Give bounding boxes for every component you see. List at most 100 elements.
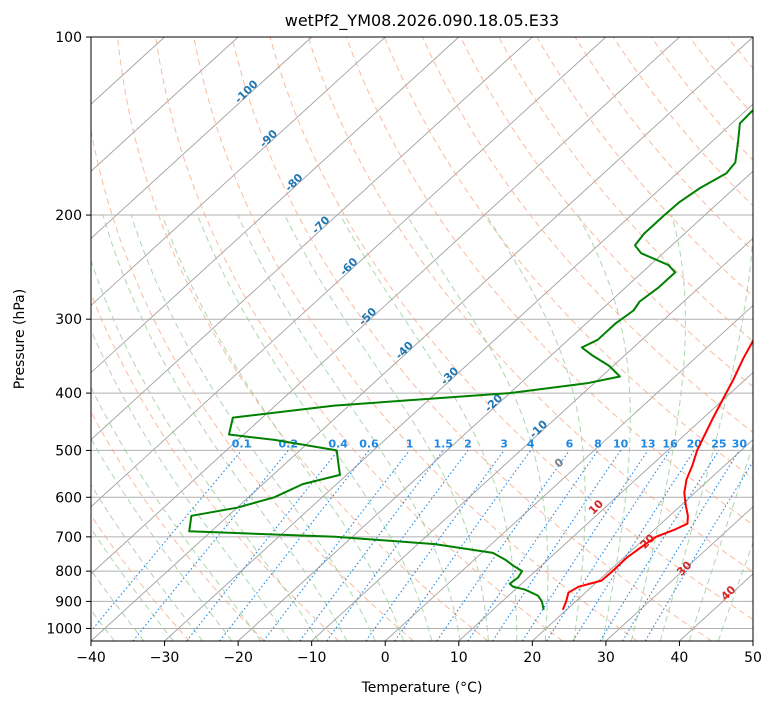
moist-adiabat-line — [91, 527, 174, 641]
isotherm-gridline — [384, 304, 753, 641]
moist-adiabat-line — [102, 214, 348, 641]
isotherm-gridline — [91, 37, 607, 508]
moist-adiabat-line — [688, 443, 753, 641]
dry-adiabat-line — [574, 37, 753, 252]
y-tick-label: 300 — [55, 312, 82, 328]
moist-adiabat-line — [91, 484, 204, 641]
isotherm-gridline — [458, 371, 753, 641]
isotherm-gridline — [752, 640, 753, 641]
mixing-ratio-line — [91, 450, 242, 632]
dry-adiabat-label: -50 — [356, 305, 379, 328]
moist-adiabat-line — [237, 214, 461, 641]
moist-adiabat-line — [659, 221, 753, 641]
mixing-ratio-label: 4 — [527, 437, 535, 450]
mixing-ratio-line — [326, 450, 469, 641]
x-tick-label: 30 — [597, 650, 615, 666]
mixing-ratio-label: 0.6 — [359, 437, 379, 450]
moist-adiabat-line — [161, 214, 405, 641]
dry-adiabat-line — [193, 37, 638, 641]
mixing-ratio-line — [467, 450, 599, 641]
x-tick-label: 10 — [450, 650, 468, 666]
isotherm-gridline — [164, 103, 753, 641]
dry-adiabat-line — [155, 37, 563, 641]
plot-frame — [90, 36, 754, 642]
mixing-ratio-label: 1.5 — [433, 437, 453, 450]
mixing-ratio-line — [219, 450, 370, 641]
mixing-ratio-line — [622, 450, 740, 641]
moist-adiabat-line — [130, 214, 376, 641]
mixing-ratio-label: 0.1 — [232, 437, 252, 450]
mixing-ratio-label: 25 — [711, 437, 726, 450]
dry-adiabat-line — [91, 410, 265, 641]
mixing-ratio-label: 10 — [613, 437, 629, 450]
dry-adiabat-label: -70 — [309, 213, 332, 236]
dry-adiabat-line — [307, 37, 753, 573]
x-tick-label: 20 — [523, 650, 541, 666]
dewpoint-profile-line — [188, 108, 753, 611]
dry-adiabat-line — [688, 37, 753, 116]
isotherm-gridline — [237, 170, 753, 641]
isotherm-gridline — [91, 37, 680, 575]
moist-adiabat-line — [91, 386, 262, 641]
x-tick-label: 0 — [381, 650, 390, 666]
mixing-ratio-label: 0.4 — [328, 437, 348, 450]
moist-adiabat-line — [630, 214, 686, 641]
isotherm-gridline — [91, 37, 386, 307]
dry-adiabat-line — [345, 37, 753, 526]
x-tick-label: 40 — [671, 650, 689, 666]
mixing-ratio-line — [492, 450, 622, 641]
moist-adiabat-line — [91, 259, 319, 641]
chart-title: wetPf2_YM08.2026.090.18.05.E33 — [285, 11, 559, 31]
mixing-ratio-line — [546, 450, 671, 641]
isotherm-gridline — [91, 37, 753, 641]
x-axis-label: Temperature (°C) — [361, 680, 483, 696]
moist-adiabat-line — [284, 214, 489, 641]
grid-layer: 0.1 0.2 0.4 0.6 1 1.5 2 3 4 6 8 10 13 16 20 25 30 36-100-… — [91, 37, 775, 641]
y-tick-label: 1000 — [46, 621, 82, 637]
mixing-ratio-label: 30 — [732, 437, 748, 450]
isotherm-gridline — [605, 506, 753, 641]
moist-adiabat-line — [339, 214, 518, 641]
y-tick-label: 900 — [55, 594, 82, 610]
mixing-ratio-label: 1 — [406, 437, 414, 450]
mixing-ratio-line — [572, 450, 695, 641]
y-tick-label: 400 — [55, 386, 82, 402]
tick-layer: −40 −30 −20 −10 0 10 20 30 40 5010020030040050060… — [46, 30, 762, 666]
dry-adiabat-label: -100 — [232, 77, 261, 106]
dry-adiabat-line — [766, 37, 775, 641]
mixing-ratio-label: 16 — [662, 437, 678, 450]
dry-adiabat-line — [460, 37, 753, 388]
moist-adiabat-line — [91, 437, 233, 641]
moist-adiabat-line — [91, 328, 291, 641]
moist-adiabat-line — [406, 214, 549, 641]
mixing-ratio-label: 13 — [640, 437, 655, 450]
moist-adiabat-line — [577, 214, 631, 641]
isotherm-gridline — [91, 37, 239, 172]
mixing-ratio-line — [599, 450, 720, 641]
mixing-ratio-label: 2 — [464, 437, 472, 450]
mixing-ratio-line — [436, 450, 570, 641]
dry-adiabat-line — [650, 37, 753, 162]
moist-adiabat-label: 10 — [586, 497, 606, 517]
isotherm-gridline — [311, 237, 753, 641]
mixing-ratio-label: 3 — [500, 437, 508, 450]
mixing-ratio-label: 36 — [752, 437, 768, 450]
x-tick-label: −20 — [223, 650, 253, 666]
x-tick-label: −40 — [76, 650, 106, 666]
dry-adiabat-line — [536, 37, 753, 297]
x-tick-label: 50 — [744, 650, 762, 666]
y-tick-label: 200 — [55, 208, 82, 224]
isotherm-gridline — [91, 37, 460, 374]
mixing-ratio-line — [644, 460, 753, 641]
y-axis-label: Pressure (hPa) — [12, 289, 28, 389]
isotherm-gridline — [91, 37, 533, 441]
x-tick-label: −30 — [150, 650, 180, 666]
dry-adiabat-line — [91, 128, 414, 641]
moist-adiabat-line — [485, 214, 586, 641]
dry-adiabat-label: -80 — [282, 171, 305, 194]
temperature-profile-line — [561, 338, 753, 611]
dry-adiabat-label: -30 — [438, 364, 461, 387]
y-tick-label: 800 — [55, 564, 82, 580]
